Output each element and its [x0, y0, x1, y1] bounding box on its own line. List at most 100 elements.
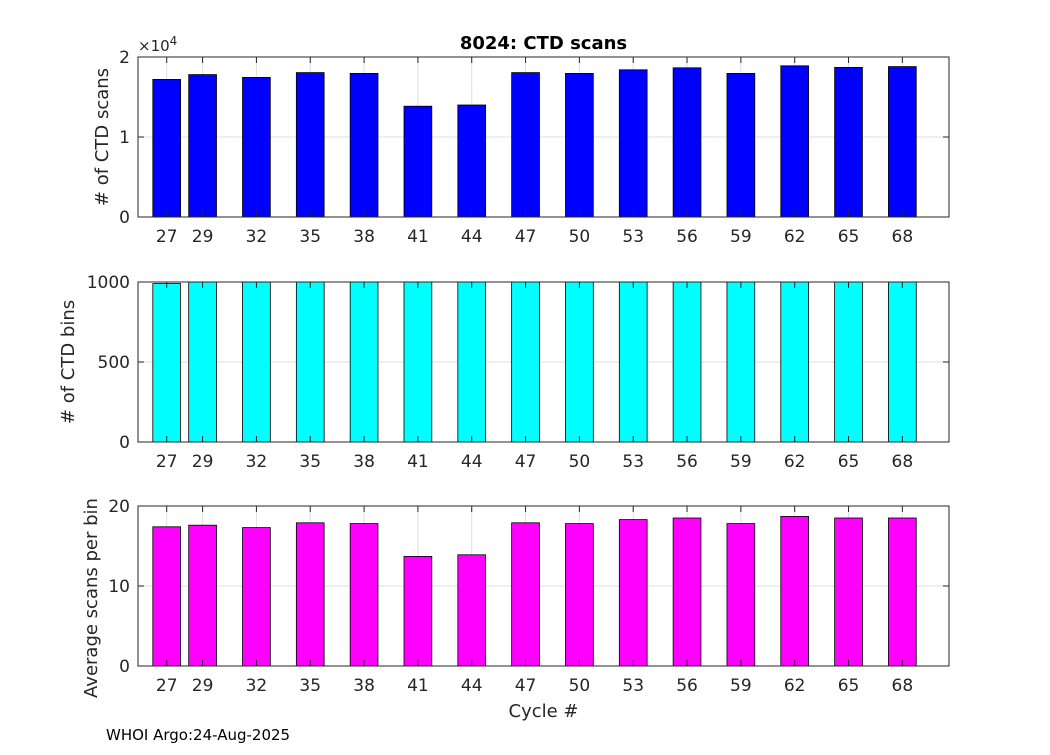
- bar-cycle-56: [672, 517, 702, 667]
- x-tick-label: 35: [299, 452, 321, 472]
- bar-cycle-50: [565, 523, 594, 667]
- bar-cycle-59: [726, 281, 756, 443]
- bar-cycle-44: [457, 281, 487, 443]
- x-tick-label: 32: [246, 676, 268, 696]
- y-tick-label: 0: [119, 208, 130, 228]
- x-tick-label: 47: [515, 452, 537, 472]
- bar-cycle-56: [672, 67, 702, 218]
- x-tick-label: 44: [461, 227, 483, 247]
- y-tick-label: 0: [119, 657, 130, 677]
- x-tick-label: 62: [784, 676, 806, 696]
- y-axis-label: # of CTD bins: [58, 300, 79, 424]
- bar-cycle-59: [726, 73, 756, 218]
- x-tick-label: 41: [407, 676, 429, 696]
- x-tick-label: 50: [569, 676, 591, 696]
- y-tick-label: 2: [119, 48, 130, 68]
- x-tick-label: 41: [407, 452, 429, 472]
- bar-cycle-47: [511, 522, 540, 667]
- x-tick-label: 68: [892, 452, 914, 472]
- x-tick-label: 38: [353, 676, 375, 696]
- x-tick-label: 65: [838, 452, 860, 472]
- bar-cycle-38: [349, 523, 379, 667]
- x-tick-label: 53: [622, 227, 644, 247]
- bar-cycle-29: [188, 524, 217, 667]
- bar-cycle-65: [834, 517, 863, 667]
- x-tick-label: 68: [892, 227, 914, 247]
- x-tick-label: 27: [156, 676, 178, 696]
- y-tick-label: 500: [98, 353, 130, 373]
- x-tick-label: 47: [515, 227, 537, 247]
- y-axis-label: Average scans per bin: [81, 498, 102, 698]
- bar-cycle-65: [834, 281, 863, 443]
- y-tick-label: 0: [119, 433, 130, 453]
- bar-cycle-65: [834, 67, 863, 218]
- bar-cycle-68: [888, 281, 917, 443]
- x-tick-label: 44: [461, 452, 483, 472]
- bar-cycle-44: [457, 104, 487, 218]
- bar-cycle-62: [780, 281, 809, 443]
- footer-text: WHOI Argo:24-Aug-2025: [106, 726, 291, 744]
- x-tick-label: 53: [622, 676, 644, 696]
- bar-cycle-35: [295, 72, 325, 218]
- bar-cycle-41: [403, 105, 433, 218]
- x-tick-label: 32: [246, 452, 268, 472]
- x-tick-label: 38: [353, 452, 375, 472]
- x-tick-label: 32: [246, 227, 268, 247]
- bar-cycle-27: [152, 79, 182, 218]
- y-tick-label: 1: [119, 128, 130, 148]
- chart-title: 8024: CTD scans: [460, 33, 627, 54]
- subplot-1: 27 29 32 35 38 41 44 47 50 53 56 59 62 65 68 0 1 2 # of CT…: [92, 33, 950, 247]
- bar-cycle-32: [242, 527, 271, 667]
- subplot-3: 27 29 32 35 38 41 44 47 50 53 56 59 62 65 68 0 10 20 Avera…: [81, 497, 950, 722]
- x-tick-label: 53: [622, 452, 644, 472]
- x-tick-label: 50: [569, 452, 591, 472]
- x-tick-label: 38: [353, 227, 375, 247]
- bar-cycle-32: [242, 77, 271, 218]
- x-tick-label: 29: [192, 452, 214, 472]
- bar-cycle-47: [511, 281, 540, 443]
- x-tick-label: 62: [784, 452, 806, 472]
- bar-cycle-38: [349, 281, 379, 443]
- bar-cycle-44: [457, 554, 487, 667]
- bar-cycle-35: [295, 522, 325, 667]
- x-tick-label: 65: [838, 227, 860, 247]
- y-exponent-power: 4: [170, 34, 178, 48]
- y-tick-label: 20: [108, 497, 130, 517]
- bar-cycle-56: [672, 281, 702, 443]
- bar-cycle-27: [152, 526, 182, 667]
- x-tick-label: 56: [676, 676, 698, 696]
- bar-cycle-27: [152, 283, 182, 443]
- bar-cycle-29: [188, 281, 217, 443]
- x-tick-label: 56: [676, 227, 698, 247]
- bar-cycle-32: [242, 281, 271, 443]
- x-tick-label: 50: [569, 227, 591, 247]
- bar-cycle-50: [565, 73, 594, 218]
- x-tick-label: 47: [515, 676, 537, 696]
- x-tick-label: 59: [730, 676, 752, 696]
- x-tick-label: 27: [156, 227, 178, 247]
- y-tick-label: 10: [108, 577, 130, 597]
- x-tick-label: 29: [192, 676, 214, 696]
- bar-cycle-29: [188, 74, 217, 218]
- bar-cycle-62: [780, 65, 809, 218]
- x-tick-label: 27: [156, 452, 178, 472]
- bar-cycle-68: [888, 517, 917, 667]
- y-exponent-label: ×104: [138, 34, 177, 55]
- bar-cycle-41: [403, 556, 433, 667]
- x-tick-label: 59: [730, 227, 752, 247]
- bar-cycle-50: [565, 281, 594, 443]
- bar-cycle-53: [618, 519, 648, 667]
- bar-cycle-59: [726, 523, 756, 667]
- bar-cycle-62: [780, 516, 809, 667]
- bar-cycle-53: [618, 69, 648, 218]
- bar-cycle-35: [295, 281, 325, 443]
- x-tick-label: 56: [676, 452, 698, 472]
- subplot-2: 27 29 32 35 38 41 44 47 50 53 56 59 62 65 68 0 500 1000 # …: [58, 273, 950, 472]
- x-tick-label: 62: [784, 227, 806, 247]
- x-tick-label: 59: [730, 452, 752, 472]
- y-tick-label: 1000: [87, 273, 130, 293]
- bar-cycle-41: [403, 281, 433, 443]
- bar-cycle-47: [511, 72, 540, 218]
- bar-cycle-38: [349, 73, 379, 218]
